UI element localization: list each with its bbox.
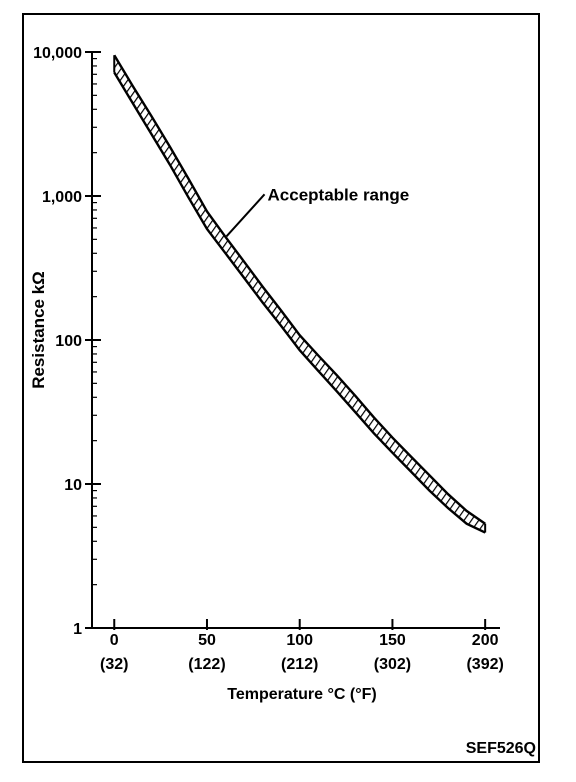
range-band-fill [114, 55, 486, 533]
annotations: Acceptable range [225, 185, 410, 238]
range-lower-line [113, 71, 486, 534]
figure-code: SEF526Q [466, 740, 536, 757]
tick-labels: 1 10 100 1,000 10,000 0 (32) 50 (122) 100 (212) 150… [33, 45, 504, 673]
acceptable-range-band [113, 54, 487, 534]
x-tick-label: 150 [379, 632, 406, 649]
y-tick-label: 10,000 [33, 45, 82, 62]
figure-frame [22, 13, 540, 763]
x-tick-label: 100 [286, 632, 313, 649]
x-tick-sublabel: (392) [466, 656, 503, 673]
y-tick-label: 1,000 [42, 189, 82, 206]
x-tick-sublabel: (122) [188, 656, 225, 673]
x-tick-label: 200 [472, 632, 499, 649]
x-tick-label: 0 [110, 632, 119, 649]
y-tick-label: 100 [55, 333, 82, 350]
y-axis-label: Resistance kΩ [29, 271, 48, 389]
range-upper-line [113, 54, 486, 525]
annotation-leader [225, 193, 266, 238]
x-tick-sublabel: (302) [374, 656, 411, 673]
y-tick-label: 10 [64, 477, 82, 494]
tick-marks [85, 51, 500, 630]
x-tick-sublabel: (212) [281, 656, 318, 673]
y-tick-label: 1 [73, 621, 82, 638]
x-axis-label: Temperature °C (°F) [227, 686, 376, 703]
x-tick-sublabel: (32) [100, 656, 128, 673]
annotation-acceptable-range: Acceptable range [268, 185, 410, 204]
x-tick-label: 50 [198, 632, 216, 649]
